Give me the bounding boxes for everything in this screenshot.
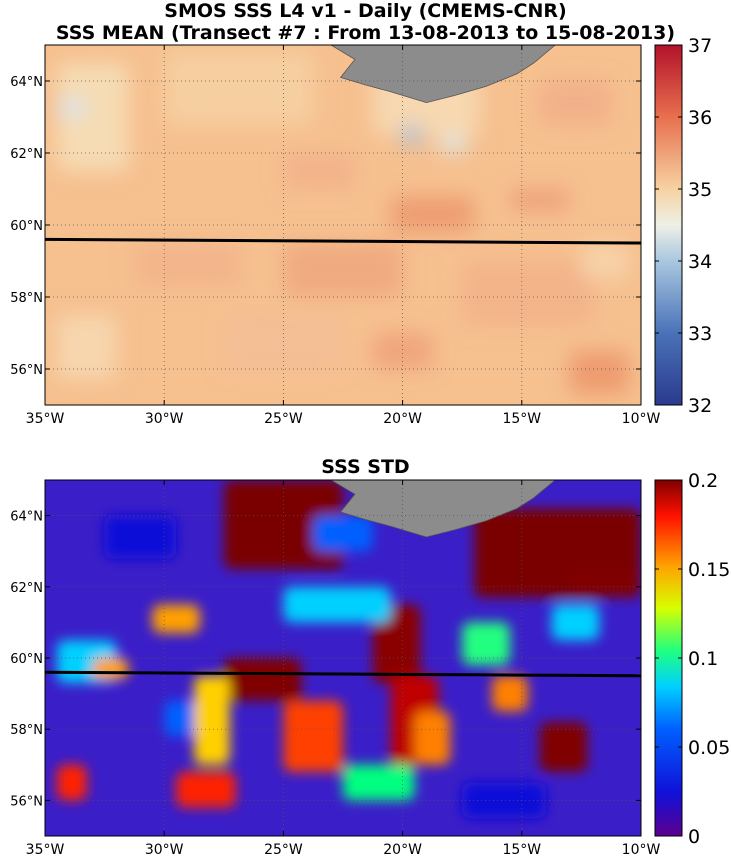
y-tick-label: 62°N — [10, 147, 43, 162]
transect-line — [44, 670, 642, 678]
y-tick-label: 58°N — [10, 723, 43, 738]
y-tick-label: 62°N — [10, 581, 43, 596]
colorbar — [654, 479, 683, 837]
field-patch — [283, 243, 403, 297]
figure-title-line1: SMOS SSS L4 v1 - Daily (CMEMS-CNR) — [164, 0, 567, 22]
y-tick-label: 64°N — [10, 510, 43, 525]
figure-title-line2: SSS MEAN (Transect #7 : From 13-08-2013 … — [55, 22, 676, 44]
colorbar-tick-label: 0.1 — [688, 648, 718, 670]
field-patch — [56, 99, 87, 117]
field-patch — [551, 604, 600, 641]
field-patch — [134, 243, 242, 287]
colorbar-tick-label: 35 — [688, 179, 712, 201]
field-patch — [283, 586, 391, 623]
y-tick-label: 64°N — [10, 75, 43, 90]
field-patch — [104, 515, 177, 559]
colorbar — [654, 44, 683, 406]
mean-chart-panel: 35°W 30°W 25°W 20°W 15°W 10°W 56°N 58°N 60°N 62°N… — [10, 35, 712, 427]
field-patch — [283, 700, 343, 772]
x-tick-label: 25°W — [264, 411, 303, 427]
y-tick-label: 56°N — [10, 794, 43, 809]
y-tick-label: 56°N — [10, 363, 43, 378]
mean-field — [45, 45, 641, 405]
colorbar-tick-label: 33 — [688, 323, 712, 345]
colorbar-tick-label: 32 — [688, 395, 712, 417]
field-patch — [223, 658, 302, 701]
field-patch — [56, 764, 87, 801]
field-patch — [176, 771, 236, 808]
x-tick-label: 10°W — [622, 411, 661, 427]
grid-lines — [45, 480, 641, 836]
field-texture — [56, 480, 641, 819]
land-iceland — [329, 45, 556, 104]
x-tick-label: 35°W — [26, 842, 65, 858]
x-tick-label: 10°W — [622, 842, 661, 858]
std-chart-title: SSS STD — [321, 456, 410, 478]
field-patch — [390, 196, 475, 233]
colorbar-tick-label: 37 — [688, 35, 712, 57]
colorbar-tick-label: 0.05 — [688, 737, 730, 759]
field-patch — [539, 81, 612, 125]
y-tick-label: 60°N — [10, 652, 43, 667]
field-patch — [92, 658, 129, 680]
x-tick-label: 20°W — [383, 842, 422, 858]
field-patch — [462, 782, 546, 819]
x-tick-label: 25°W — [264, 842, 303, 858]
field-patch — [492, 675, 528, 712]
field-patch — [414, 711, 451, 765]
field-patch — [581, 243, 630, 279]
field-patch — [438, 135, 469, 153]
field-patch — [372, 604, 421, 683]
x-tick-label: 30°W — [145, 411, 184, 427]
field-patch — [569, 569, 641, 598]
land-iceland — [329, 480, 556, 538]
field-patch — [56, 63, 129, 171]
grid-lines — [45, 45, 641, 405]
field-patch — [283, 153, 355, 189]
field-patch — [56, 315, 117, 380]
field-patch — [152, 604, 200, 634]
colorbar-tick-label: 0.15 — [688, 559, 730, 581]
std-chart-panel: 35°W 30°W 25°W 20°W 15°W 10°W 56°N 58°N 60°N 62°N… — [10, 470, 730, 858]
colorbar-tick-label: 36 — [688, 107, 712, 129]
field-patch — [372, 333, 433, 369]
field-texture — [56, 52, 630, 395]
field-patch — [194, 675, 230, 765]
x-tick-label: 20°W — [383, 411, 422, 427]
x-tick-label: 35°W — [26, 411, 65, 427]
transect-line — [44, 237, 642, 245]
field-patch — [313, 515, 373, 552]
colorbar-tick-label: 0 — [688, 826, 700, 848]
std-field — [45, 480, 641, 836]
x-tick-label: 30°W — [145, 842, 184, 858]
field-patch — [402, 124, 421, 146]
x-tick-label: 15°W — [502, 842, 541, 858]
field-patch — [539, 722, 588, 772]
field-patch — [343, 764, 415, 801]
field-patch — [509, 189, 570, 211]
field-patch — [462, 622, 510, 666]
y-tick-label: 58°N — [10, 291, 43, 306]
field-patch — [164, 52, 314, 125]
field-patch — [462, 261, 594, 326]
colorbar-tick-label: 34 — [688, 251, 712, 273]
y-tick-label: 60°N — [10, 219, 43, 234]
colorbar-tick-label: 0.2 — [688, 470, 718, 492]
x-tick-label: 15°W — [502, 411, 541, 427]
field-patch — [569, 351, 630, 395]
